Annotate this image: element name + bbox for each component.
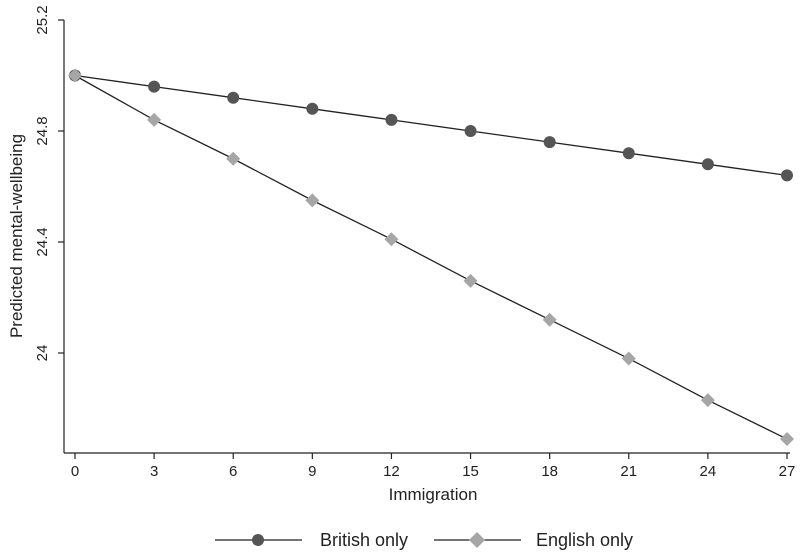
series-lines: [74, 74, 788, 440]
data-point-english-only: [226, 151, 241, 166]
data-point-english-only: [68, 68, 82, 83]
legend-marker-english: [469, 532, 485, 548]
legend-label-english: English only: [536, 530, 633, 550]
data-point-british-only: [385, 113, 398, 126]
chart-axes: [63, 20, 790, 454]
x-tick-label: 24: [700, 463, 717, 480]
y-ticks: 24 24.4 24.8 25.2: [34, 5, 64, 361]
data-point-english-only: [305, 193, 320, 208]
series-line-british-only: [74, 74, 788, 177]
data-point-english-only: [780, 432, 794, 447]
x-tick-label: 21: [620, 463, 637, 480]
x-tick-label: 15: [462, 463, 479, 480]
y-tick-label: 24: [34, 345, 51, 362]
data-point-british-only: [464, 125, 477, 137]
legend-label-british: British only: [320, 530, 408, 550]
data-point-british-only: [781, 169, 793, 182]
x-ticks: 0 3 6 9 12 15 18 21 24 27: [71, 453, 796, 480]
y-tick-label: 25.2: [34, 5, 51, 34]
y-tick-label: 24.8: [34, 116, 51, 145]
x-tick-label: 27: [779, 463, 796, 480]
x-axis-title: Immigration: [389, 485, 478, 504]
x-tick-label: 9: [308, 463, 316, 480]
x-tick-label: 12: [383, 463, 400, 480]
series-line-english-only: [74, 74, 788, 440]
x-tick-label: 6: [229, 463, 237, 480]
data-point-english-only: [384, 232, 399, 247]
data-point-british-only: [701, 158, 714, 171]
data-point-english-only: [147, 112, 162, 127]
data-point-british-only: [543, 136, 556, 149]
data-point-british-only: [306, 102, 319, 115]
data-point-british-only: [227, 91, 240, 104]
series-markers: [68, 68, 794, 447]
data-point-english-only: [463, 273, 478, 288]
y-axis-title: Predicted mental-wellbeing: [7, 134, 26, 338]
data-point-british-only: [622, 147, 635, 160]
x-tick-label: 18: [541, 463, 558, 480]
data-point-english-only: [542, 312, 557, 327]
legend-item-english: English only: [434, 530, 633, 550]
x-tick-label: 0: [71, 463, 79, 480]
legend: British only English only: [215, 530, 633, 550]
data-point-english-only: [700, 393, 715, 408]
legend-marker-british: [252, 534, 264, 546]
data-point-british-only: [148, 80, 161, 93]
y-tick-label: 24.4: [34, 227, 51, 256]
legend-item-british: British only: [215, 530, 408, 550]
data-point-english-only: [621, 351, 636, 366]
x-tick-label: 3: [150, 463, 158, 480]
